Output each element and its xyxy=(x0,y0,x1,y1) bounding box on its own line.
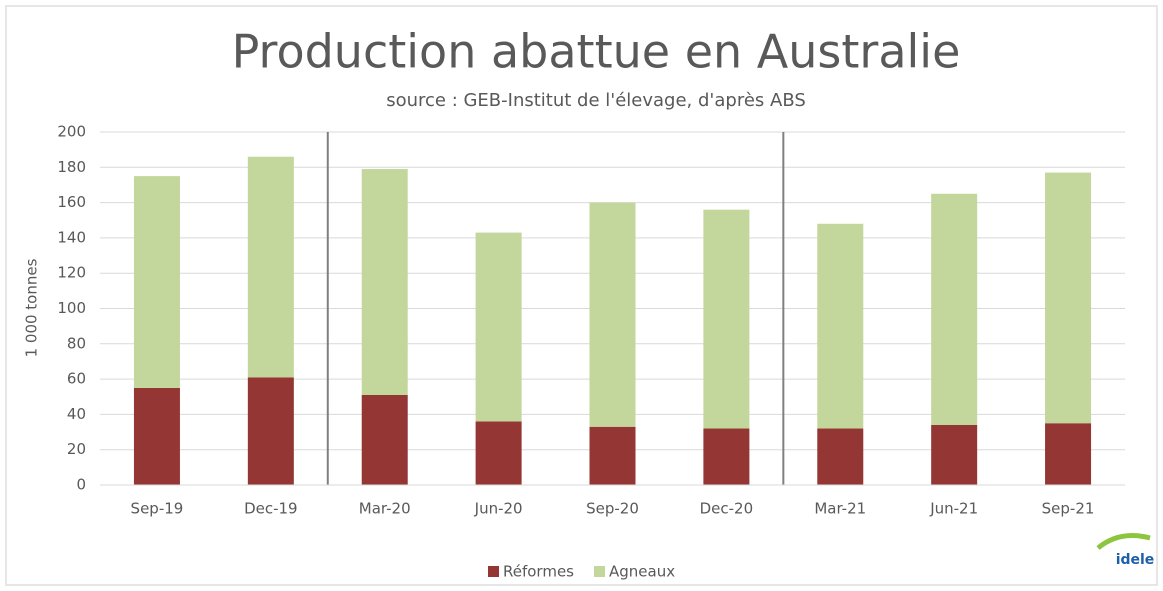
y-axis-label: 1 000 tonnes xyxy=(23,258,41,357)
x-tick-label: Jun-21 xyxy=(929,500,978,518)
x-tick-label: Sep-20 xyxy=(586,500,639,518)
y-tick-label: 20 xyxy=(67,440,86,458)
y-tick-label: 40 xyxy=(67,405,86,423)
logo-text: idele xyxy=(1116,552,1155,568)
x-tick-label: Jun-20 xyxy=(474,500,523,518)
y-tick-label: 160 xyxy=(57,193,86,211)
bar-segment xyxy=(133,176,180,388)
bar-segment xyxy=(475,232,522,422)
y-tick-label: 100 xyxy=(57,299,86,317)
bar-segment xyxy=(817,428,864,485)
bar-segment xyxy=(703,428,750,485)
bar-segment xyxy=(931,424,978,485)
chart-title: Production abattue en Australie xyxy=(232,25,961,79)
y-tick-label: 140 xyxy=(57,228,86,246)
y-tick-label: 80 xyxy=(67,334,86,352)
bar-segment xyxy=(361,169,408,395)
bar-segment xyxy=(589,202,636,427)
bar-segment xyxy=(1045,423,1092,485)
x-tick-label: Sep-21 xyxy=(1042,500,1095,518)
bar-segment xyxy=(703,209,750,429)
y-tick-label: 0 xyxy=(76,476,86,494)
bar-segment xyxy=(361,394,408,485)
bar-segment xyxy=(475,421,522,485)
x-tick-label: Dec-19 xyxy=(244,500,298,518)
bar-segment xyxy=(1045,172,1092,424)
y-tick-label: 180 xyxy=(57,158,86,176)
logo-swoosh xyxy=(1096,533,1151,550)
x-tick-label: Mar-21 xyxy=(814,500,866,518)
x-tick-label: Dec-20 xyxy=(700,500,754,518)
legend-label: Réformes xyxy=(503,563,574,581)
y-tick-label: 120 xyxy=(57,264,86,282)
bar-segment xyxy=(589,426,636,485)
legend-label: Agneaux xyxy=(609,563,675,581)
y-tick-label: 200 xyxy=(57,123,86,141)
bar-segment xyxy=(931,193,978,425)
x-tick-label: Mar-20 xyxy=(359,500,411,518)
legend-swatch xyxy=(488,566,499,577)
bar-segment xyxy=(133,387,180,485)
bar-segment xyxy=(817,223,864,429)
bar-segment xyxy=(247,377,294,485)
chart-subtitle: source : GEB-Institut de l'élevage, d'ap… xyxy=(386,90,806,111)
bar-segment xyxy=(247,156,294,378)
y-tick-label: 60 xyxy=(67,370,86,388)
x-tick-label: Sep-19 xyxy=(131,500,184,518)
logo: idele xyxy=(1096,533,1155,568)
legend-swatch xyxy=(594,566,605,577)
